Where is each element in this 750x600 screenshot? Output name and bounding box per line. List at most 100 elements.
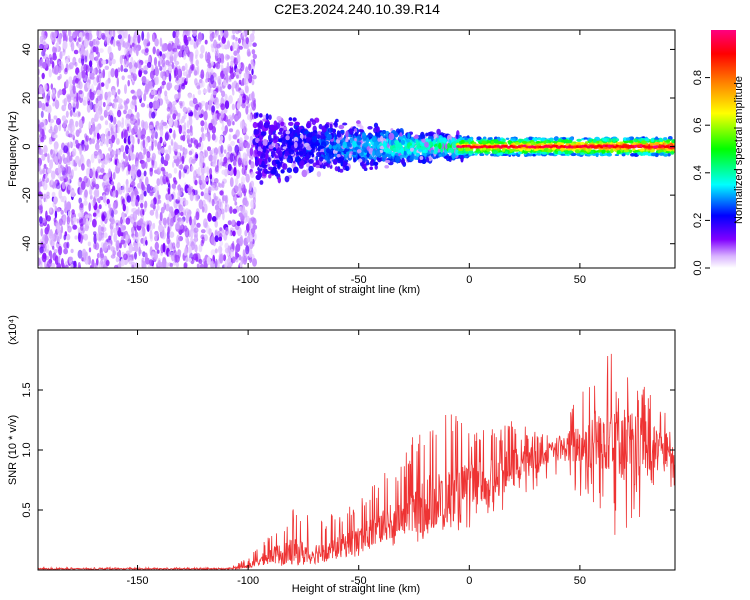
heatmap-cell [162, 174, 168, 185]
heatmap-cell [271, 159, 276, 166]
heatmap-cell [207, 83, 211, 93]
heatmap-cell [66, 214, 71, 224]
heatmap-cell [165, 69, 170, 78]
heatmap-cell [54, 47, 57, 53]
heatmap-cell [70, 189, 76, 198]
heatmap-cell [85, 64, 90, 73]
heatmap-cell [61, 181, 66, 190]
heatmap-cell [57, 64, 62, 74]
heatmap-cell [150, 223, 154, 231]
heatmap-cell [160, 167, 165, 172]
heatmap-cell [79, 145, 82, 155]
heatmap-cell [372, 150, 375, 157]
heatmap-cell [250, 101, 254, 108]
heatmap-cell [110, 254, 116, 259]
heatmap-cell [249, 241, 254, 250]
heatmap-cell [169, 128, 173, 134]
heatmap-cell [107, 91, 112, 98]
heatmap-cell [116, 77, 120, 88]
heatmap-cell [63, 248, 68, 255]
heatmap-cell [131, 174, 135, 181]
heatmap-cell [71, 158, 74, 167]
heatmap-cell [116, 245, 119, 252]
heatmap-cell [168, 117, 173, 127]
heatmap-cell [65, 79, 69, 89]
heatmap-cell [374, 142, 377, 147]
heatmap-cell [42, 176, 45, 182]
heatmap-cell [96, 132, 100, 140]
heatmap-cell [80, 54, 85, 60]
heatmap-cell [191, 137, 196, 144]
heatmap-cell [425, 156, 430, 163]
heatmap-cell [78, 57, 82, 64]
heatmap-cell [206, 194, 211, 201]
heatmap-cell [136, 169, 142, 178]
heatmap-cell [124, 30, 128, 39]
heatmap-cell [381, 130, 387, 134]
heatmap-cell [156, 178, 161, 187]
heatmap-cell [48, 230, 54, 239]
heatmap-cell [108, 122, 112, 128]
heatmap-cell [41, 128, 45, 137]
heatmap-cell [104, 30, 109, 36]
heatmap-cell [132, 194, 137, 202]
heatmap-cell [142, 251, 146, 258]
heatmap-cell [130, 208, 134, 213]
heatmap-cell [39, 170, 44, 175]
heatmap-cell [62, 157, 68, 165]
heatmap-cell [390, 139, 394, 146]
heatmap-cell [169, 231, 175, 238]
heatmap-cell [401, 157, 405, 165]
heatmap-cell [46, 167, 52, 174]
heatmap-cell [90, 153, 95, 164]
heatmap-cell [88, 89, 92, 98]
heatmap-cell [265, 113, 269, 120]
heatmap-cell [125, 183, 129, 194]
heatmap-cell [166, 106, 171, 112]
heatmap-cell [112, 30, 116, 38]
heatmap-cell [123, 58, 128, 68]
heatmap-cell [177, 65, 181, 76]
heatmap-cell [110, 181, 115, 186]
heatmap-cell [224, 53, 230, 61]
heatmap-cell [77, 43, 82, 49]
heatmap-cell [62, 40, 68, 50]
heatmap-cell [152, 33, 155, 42]
heatmap-cell [433, 133, 438, 138]
heatmap-cell [236, 53, 241, 64]
heatmap-cell [86, 167, 90, 175]
heatmap-cell [53, 196, 58, 204]
heatmap-cell [249, 113, 253, 123]
heatmap-cell [249, 182, 252, 192]
heatmap-cell [576, 138, 582, 142]
heatmap-cell [223, 67, 228, 75]
heatmap-cell [163, 140, 166, 145]
heatmap-cell [116, 120, 122, 128]
heatmap-cell [123, 137, 127, 144]
heatmap-cell [439, 137, 444, 143]
heatmap-cell [174, 222, 180, 230]
heatmap-cell [38, 194, 42, 203]
heatmap-cell [76, 99, 79, 110]
heatmap-cell [316, 151, 322, 157]
heatmap-cell [83, 200, 88, 206]
heatmap-cell [362, 135, 366, 139]
heatmap-cell [318, 145, 325, 149]
heatmap-cell [48, 112, 51, 123]
heatmap-cell [124, 104, 128, 111]
heatmap-cell [111, 209, 115, 218]
heatmap-cell [97, 206, 100, 213]
heatmap-cell [121, 75, 125, 81]
heatmap-cell [116, 109, 122, 118]
heatmap-cell [167, 43, 173, 52]
heatmap-cell [54, 210, 58, 219]
heatmap-cell [187, 143, 193, 148]
heatmap-cell [49, 159, 54, 170]
heatmap-cell [134, 244, 139, 253]
heatmap-cell [106, 198, 110, 205]
heatmap-cell [218, 236, 223, 242]
heatmap-cell [40, 87, 45, 94]
heatmap-cell [165, 262, 169, 268]
heatmap-cell [117, 88, 121, 95]
heatmap-cell [249, 171, 255, 178]
